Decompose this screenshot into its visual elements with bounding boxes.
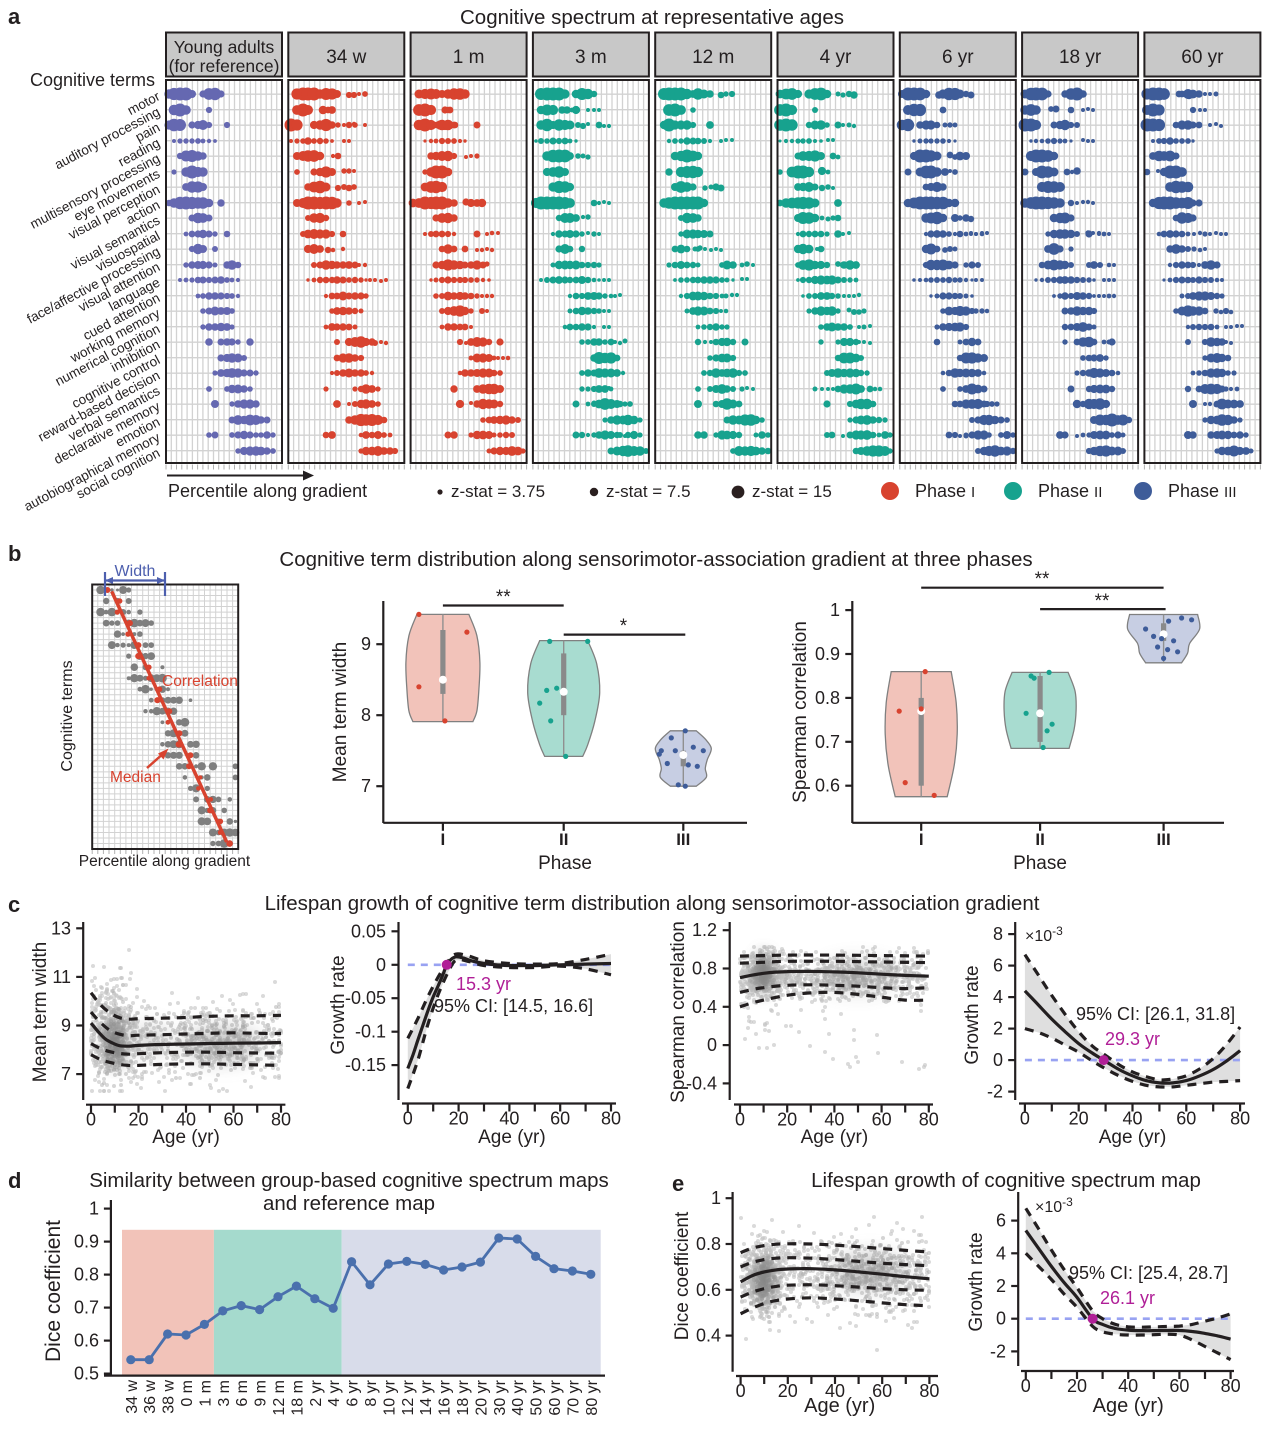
svg-text:Cognitive terms: Cognitive terms [30, 70, 155, 90]
svg-text:95% CI: [14.5, 16.6]: 95% CI: [14.5, 16.6] [434, 996, 593, 1016]
svg-text:11: 11 [52, 967, 71, 987]
svg-text:Lifespan growth of cognitive t: Lifespan growth of cognitive term distri… [265, 892, 1040, 915]
svg-text:20: 20 [449, 1109, 469, 1129]
svg-text:0.8: 0.8 [692, 959, 717, 979]
svg-text:20: 20 [777, 1110, 797, 1130]
svg-text:0.7: 0.7 [815, 732, 840, 752]
svg-text:Median: Median [110, 769, 161, 786]
svg-text:60: 60 [872, 1110, 892, 1130]
svg-text:Phase III: Phase III [1168, 481, 1237, 501]
svg-text:I: I [441, 830, 446, 849]
svg-text:40: 40 [499, 1109, 519, 1129]
svg-text:Age (yr): Age (yr) [152, 1127, 220, 1148]
svg-text:34 w: 34 w [326, 47, 366, 68]
svg-text:0.4: 0.4 [692, 997, 717, 1017]
svg-text:Age (yr): Age (yr) [801, 1127, 869, 1148]
svg-text:0: 0 [86, 1110, 96, 1130]
svg-text:20: 20 [128, 1110, 148, 1130]
svg-text:**: ** [496, 587, 511, 608]
svg-text:0: 0 [403, 1109, 413, 1129]
svg-text:Phase I: Phase I [915, 481, 975, 501]
svg-text:-0.05: -0.05 [345, 988, 386, 1008]
svg-text:60 yr: 60 yr [1181, 47, 1224, 68]
svg-text:I: I [919, 830, 924, 849]
svg-text:Correlation: Correlation [162, 673, 238, 690]
svg-text:III: III [676, 830, 690, 849]
svg-text:8: 8 [361, 705, 371, 725]
svg-text:0: 0 [707, 1035, 717, 1055]
svg-text:Age (yr): Age (yr) [478, 1127, 546, 1148]
svg-text:4 yr: 4 yr [820, 47, 852, 68]
svg-text:**: ** [1095, 591, 1110, 612]
svg-text:0: 0 [376, 955, 386, 975]
svg-text:z-stat = 15: z-stat = 15 [752, 482, 832, 501]
svg-text:0.05: 0.05 [351, 921, 386, 941]
svg-text:Width: Width [115, 563, 156, 580]
svg-text:II: II [1035, 830, 1044, 849]
svg-text:-0.4: -0.4 [686, 1073, 717, 1093]
svg-text:Percentile along gradient: Percentile along gradient [79, 853, 251, 870]
svg-text:80: 80 [919, 1110, 939, 1130]
svg-text:7: 7 [61, 1064, 71, 1084]
svg-text:Mean term width: Mean term width [330, 642, 351, 782]
svg-text:Cognitive term distribution al: Cognitive term distribution along sensor… [279, 548, 1032, 571]
svg-text:0.6: 0.6 [815, 776, 840, 796]
svg-text:II: II [559, 830, 568, 849]
svg-text:15.3 yr: 15.3 yr [456, 974, 511, 994]
svg-text:b: b [8, 541, 21, 566]
svg-text:0: 0 [735, 1110, 745, 1130]
svg-text:1.2: 1.2 [692, 920, 717, 940]
svg-text:12 m: 12 m [692, 47, 734, 68]
svg-text:13: 13 [51, 918, 71, 938]
svg-text:-0.1: -0.1 [355, 1022, 386, 1042]
svg-text:a: a [8, 4, 21, 29]
svg-text:60: 60 [550, 1109, 570, 1129]
svg-text:c: c [8, 892, 20, 917]
svg-text:Mean term width: Mean term width [30, 942, 51, 1082]
svg-text:Phase: Phase [538, 853, 592, 874]
svg-text:1: 1 [830, 600, 840, 620]
svg-text:6 yr: 6 yr [942, 47, 974, 68]
svg-text:7: 7 [361, 776, 371, 796]
svg-text:80: 80 [601, 1109, 621, 1129]
svg-text:60: 60 [223, 1110, 243, 1130]
svg-text:0.9: 0.9 [815, 644, 840, 664]
svg-text:z-stat = 7.5: z-stat = 7.5 [606, 482, 691, 501]
svg-text:*: * [620, 616, 628, 637]
svg-text:Spearman correlation: Spearman correlation [790, 621, 811, 803]
svg-text:III: III [1157, 830, 1171, 849]
svg-text:1 m: 1 m [453, 47, 485, 68]
svg-text:Young adults: Young adults [174, 37, 275, 57]
svg-text:3 m: 3 m [575, 47, 607, 68]
svg-text:**: ** [1035, 569, 1050, 590]
svg-text:-0.15: -0.15 [345, 1055, 386, 1075]
svg-text:18 yr: 18 yr [1059, 47, 1102, 68]
svg-text:9: 9 [361, 634, 371, 654]
svg-text:9: 9 [61, 1016, 71, 1036]
svg-text:Cognitive spectrum at represen: Cognitive spectrum at representative age… [460, 6, 844, 29]
svg-text:80: 80 [271, 1110, 291, 1130]
svg-text:Percentile along gradient: Percentile along gradient [168, 481, 367, 501]
svg-text:z-stat = 3.75: z-stat = 3.75 [451, 482, 545, 501]
svg-text:Cognitive terms: Cognitive terms [59, 660, 76, 771]
svg-text:Phase: Phase [1013, 853, 1067, 874]
svg-text:0.8: 0.8 [815, 688, 840, 708]
svg-text:(for reference): (for reference) [169, 56, 280, 76]
svg-text:Phase II: Phase II [1038, 481, 1102, 501]
